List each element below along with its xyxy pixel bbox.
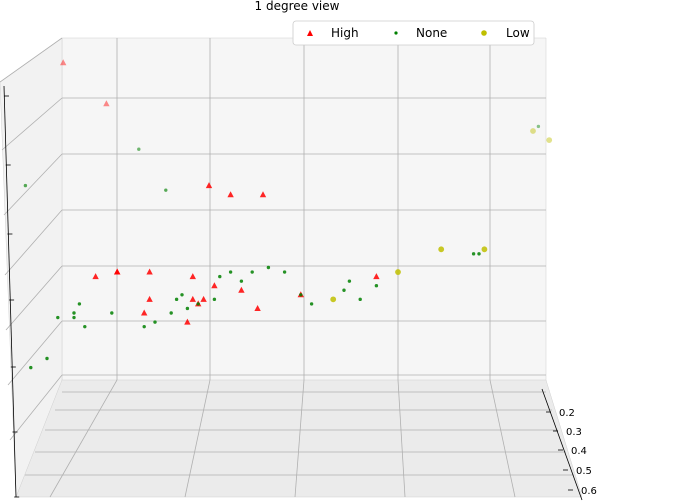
- point-none: [77, 302, 82, 306]
- point-high: [373, 273, 380, 280]
- point-high: [92, 273, 99, 280]
- point-low: [330, 296, 337, 303]
- point-none: [110, 311, 114, 315]
- y-axis-tick-label: 0.5: [576, 466, 592, 477]
- y-axis-tick-label: 0.2: [559, 408, 575, 419]
- point-low: [546, 137, 553, 144]
- y-axis-line: [541, 388, 583, 501]
- point-high: [200, 295, 207, 302]
- point-high: [141, 309, 148, 316]
- point-none: [169, 311, 173, 315]
- point-none: [347, 279, 352, 283]
- legend-label-high: High: [331, 26, 359, 40]
- point-none: [72, 311, 76, 315]
- point-none: [153, 320, 157, 324]
- point-high: [103, 100, 110, 107]
- point-none: [282, 270, 287, 274]
- point-none: [374, 284, 379, 288]
- point-high: [189, 295, 196, 302]
- point-none: [218, 274, 222, 279]
- point-high: [238, 286, 245, 293]
- legend-entry-none: None: [394, 26, 447, 40]
- point-none: [137, 147, 141, 151]
- point-high: [254, 304, 261, 311]
- point-none: [228, 270, 233, 274]
- chart-title: 1 degree view: [255, 0, 340, 13]
- point-none: [83, 324, 87, 329]
- legend-marker-low: [481, 30, 487, 36]
- legend-label-none: None: [416, 26, 447, 40]
- point-none: [174, 297, 179, 302]
- point-high: [184, 318, 191, 325]
- point-none: [56, 315, 60, 320]
- point-low: [438, 246, 445, 253]
- point-none: [45, 356, 49, 361]
- y-axis-tick-label: 0.6: [581, 486, 597, 497]
- legend-box: [292, 20, 535, 46]
- floor-grid-line: [49, 379, 118, 498]
- y-axis-ticks: 0.2 0.3 0.4 0.5 0.6: [546, 408, 597, 497]
- floor-grid-line: [489, 379, 516, 498]
- legend-entry-low: Low: [481, 26, 530, 40]
- point-none: [185, 306, 190, 311]
- point-low: [530, 128, 536, 134]
- point-none: [212, 297, 217, 302]
- point-none: [142, 324, 146, 329]
- side-grid-line: [0, 37, 63, 83]
- axes-panes: [0, 37, 583, 498]
- point-none: [309, 302, 314, 306]
- point-high: [211, 282, 218, 289]
- point-none: [477, 252, 481, 256]
- point-none: [358, 297, 362, 302]
- point-none: [239, 279, 244, 283]
- point-none: [23, 183, 28, 188]
- side-grid-line: [5, 265, 63, 331]
- point-high: [60, 59, 67, 66]
- point-high: [189, 273, 196, 280]
- floor-grid-line: [294, 379, 305, 498]
- y-axis-tick-label: 0.4: [571, 446, 587, 457]
- point-high: [227, 191, 234, 198]
- data-points: [23, 59, 553, 370]
- legend-entry-high: High: [307, 26, 359, 40]
- floor-pane: [15, 379, 583, 498]
- point-high: [114, 268, 121, 275]
- point-none: [299, 293, 303, 297]
- floor-grid-line: [184, 379, 211, 498]
- point-low: [395, 269, 401, 275]
- side-grid-line: [4, 209, 63, 276]
- y-axis-tick-label: 0.3: [566, 427, 582, 438]
- z-axis-line: [3, 85, 17, 498]
- side-grid-line: [9, 374, 63, 441]
- point-high: [146, 295, 153, 302]
- point-none: [266, 265, 271, 270]
- grid-lines: [0, 37, 583, 501]
- point-high: [259, 191, 267, 198]
- point-none: [536, 124, 541, 129]
- side-grid-line: [3, 153, 63, 216]
- side-grid-line: [1, 97, 63, 151]
- point-none: [72, 315, 76, 320]
- point-none: [29, 365, 33, 370]
- floor-grid-line: [397, 379, 406, 498]
- point-high: [146, 268, 153, 275]
- point-none: [342, 288, 346, 292]
- z-axis-edge: [3, 85, 17, 498]
- legend-marker-high: [307, 30, 313, 36]
- point-low: [481, 246, 488, 253]
- point-none: [471, 252, 476, 256]
- legend-label-low: Low: [506, 26, 530, 40]
- legend-marker-none: [394, 31, 398, 35]
- point-none: [196, 302, 200, 306]
- legend: High None Low: [292, 20, 535, 46]
- side-grid-line: [7, 320, 63, 386]
- point-none: [180, 293, 184, 297]
- point-high: [205, 182, 213, 189]
- point-none: [164, 188, 168, 192]
- point-none: [250, 270, 254, 274]
